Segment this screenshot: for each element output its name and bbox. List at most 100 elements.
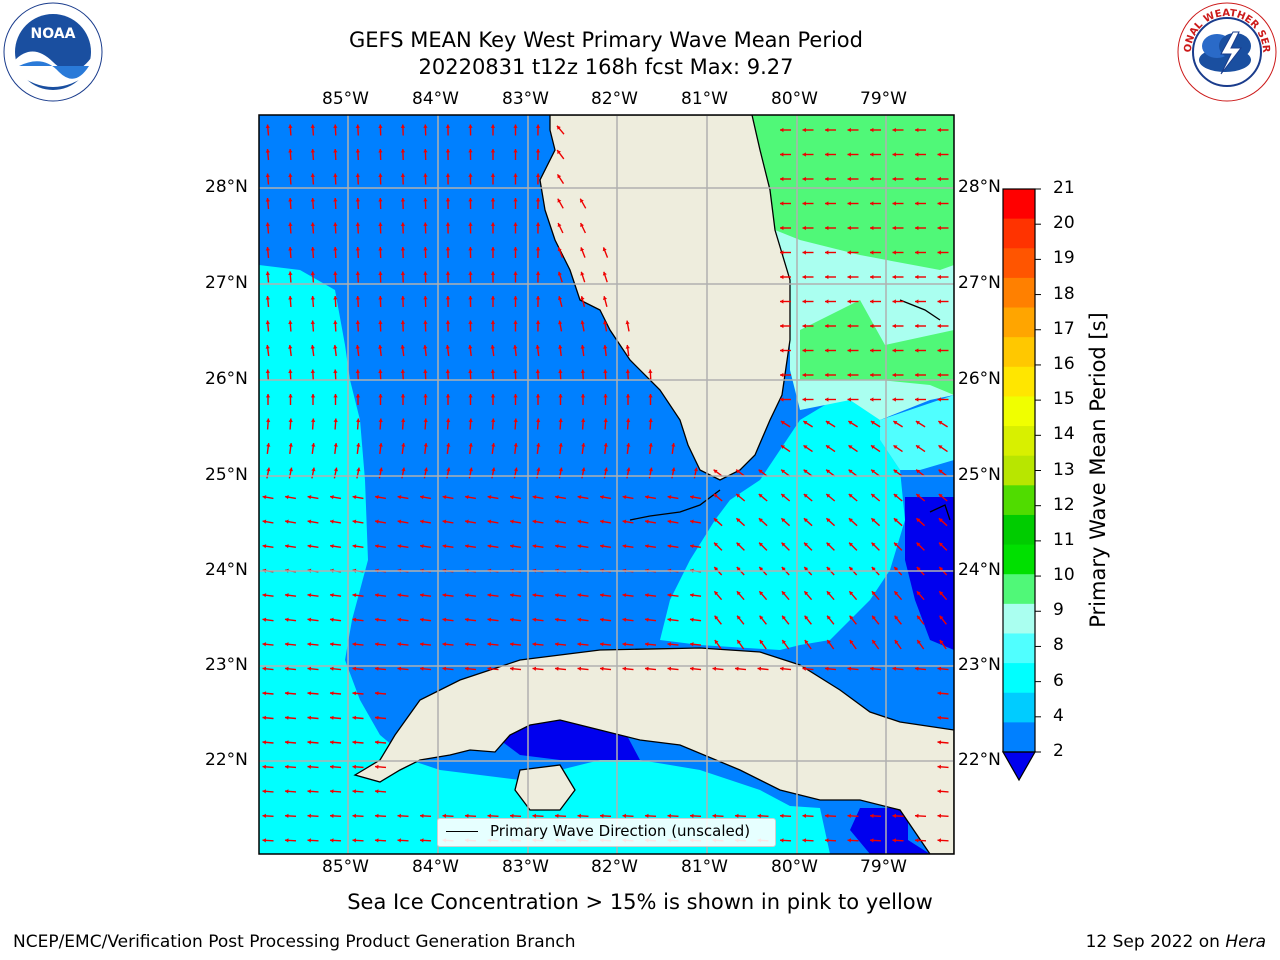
wave-arrow-head: [802, 323, 806, 329]
wave-arrow-head: [870, 372, 874, 378]
wave-arrow-head: [915, 201, 919, 206]
wave-arrow-head: [916, 494, 921, 498]
wave-arrow-head: [330, 691, 334, 696]
wave-arrow-head: [847, 838, 851, 843]
wave-arrow-head: [555, 544, 559, 549]
wave-arrow-head: [802, 250, 806, 255]
wave-arrow-head: [847, 127, 851, 133]
wave-arrow-head: [915, 274, 919, 280]
wave-arrow-head: [938, 494, 943, 498]
wave-arrow-head: [555, 495, 559, 500]
wave-arrow-head: [577, 519, 582, 524]
map-grid: [259, 115, 954, 854]
wave-arrow-head: [352, 617, 357, 622]
wave-arrow-head: [330, 593, 334, 598]
wave-arrow-head: [420, 617, 424, 622]
wave-arrow-head: [333, 173, 338, 177]
wave-arrow-head: [307, 691, 312, 696]
wave-arrow-head: [333, 271, 338, 275]
wave-arrow-head: [937, 201, 941, 206]
wave-arrow-head: [285, 519, 289, 524]
colorbar-segment: [1003, 544, 1035, 575]
colorbar-tick-label: 10: [1053, 565, 1075, 586]
wave-arrow-head: [736, 518, 741, 523]
wave-arrow-head: [375, 519, 379, 524]
wave-arrow-head: [465, 642, 469, 647]
wave-arrow-head: [625, 320, 630, 325]
wave-arrow-head: [310, 222, 315, 226]
wave-arrow-head: [487, 666, 492, 671]
wave-arrow-head: [802, 372, 806, 378]
wave-arrow-head: [713, 518, 718, 523]
wave-arrow-head: [780, 201, 784, 206]
wave-arrow-head: [352, 593, 357, 598]
wave-arrow-head: [355, 345, 360, 349]
footer-date-text: 12 Sep 2022 on: [1085, 932, 1220, 952]
wave-arrow-head: [622, 544, 627, 549]
bahamas-islands: [899, 299, 951, 521]
wave-arrow-head: [625, 369, 630, 373]
wave-arrow-head: [825, 666, 829, 671]
wave-arrow-head: [352, 715, 357, 720]
wave-arrow-head: [355, 173, 360, 177]
wave-arrow-head: [557, 174, 562, 179]
wave-arrow-head: [352, 764, 356, 769]
wave-arrow-head: [352, 666, 357, 671]
wave-arrow-head: [513, 345, 518, 349]
wave-arrow-head: [285, 642, 289, 647]
wave-arrow-head: [423, 198, 428, 202]
wave-arrow-head: [355, 198, 360, 202]
wave-arrow-head: [802, 225, 806, 231]
wave-arrow-head: [262, 838, 266, 843]
colorbar-segment: [1003, 455, 1035, 486]
wave-arrow-head: [870, 176, 874, 182]
wave-arrow-head: [580, 369, 585, 373]
wave-arrow-head: [622, 593, 627, 598]
wave-arrow-head: [847, 397, 851, 402]
lat-label-right: 28°N: [958, 177, 1001, 197]
colorbar-segment: [1003, 248, 1035, 279]
wave-arrow-head: [645, 544, 649, 549]
wave-arrow-head: [532, 666, 537, 671]
wave-arrow-head: [648, 394, 653, 398]
wave-arrow-head: [445, 394, 451, 398]
wave-arrow-head: [397, 642, 402, 647]
wave-arrow-head: [780, 372, 784, 378]
wave-arrow-head: [626, 418, 631, 422]
wave-arrow-head: [915, 323, 919, 329]
lon-label-top: 82°W: [591, 89, 638, 109]
wave-arrow-head: [893, 494, 898, 498]
cuba-land: [353, 647, 954, 854]
wave-arrow-head: [557, 296, 563, 300]
wave-arrow-head: [352, 740, 357, 745]
wave-arrow-head: [423, 443, 428, 447]
wave-arrow-head: [848, 421, 853, 425]
wave-arrow-head: [510, 813, 514, 818]
wave-arrow-head: [330, 642, 334, 647]
wave-arrow-head: [558, 394, 563, 398]
colorbar-label: Primary Wave Mean Period [s]: [1086, 312, 1110, 628]
wave-arrow-head: [535, 271, 541, 275]
wave-arrow-head: [667, 519, 672, 524]
wave-arrow-head: [510, 544, 514, 549]
colorbar-segment: [1003, 722, 1035, 753]
wave-arrow-head: [400, 271, 406, 275]
colorbar-segment: [1003, 426, 1035, 457]
colorbar-segment: [1003, 189, 1035, 220]
lon-label-bottom: 80°W: [771, 857, 818, 877]
wave-arrow-head: [400, 296, 406, 300]
wave-arrow-head: [847, 372, 851, 378]
wave-arrow-head: [939, 615, 944, 620]
wave-arrow-head: [781, 494, 786, 498]
wave-arrow-head: [915, 225, 919, 231]
wave-arrow-head: [265, 296, 270, 300]
wave-arrow-head: [487, 519, 492, 524]
wave-arrow-head: [736, 469, 741, 474]
wave-arrow-head: [622, 666, 627, 671]
lat-label-right: 27°N: [958, 273, 1001, 293]
lon-label-bottom: 82°W: [591, 857, 638, 877]
wave-arrow-head: [375, 715, 379, 720]
wave-arrow-head: [330, 666, 334, 671]
wave-arrow-head: [894, 567, 899, 571]
wave-arrow-head: [333, 394, 338, 398]
